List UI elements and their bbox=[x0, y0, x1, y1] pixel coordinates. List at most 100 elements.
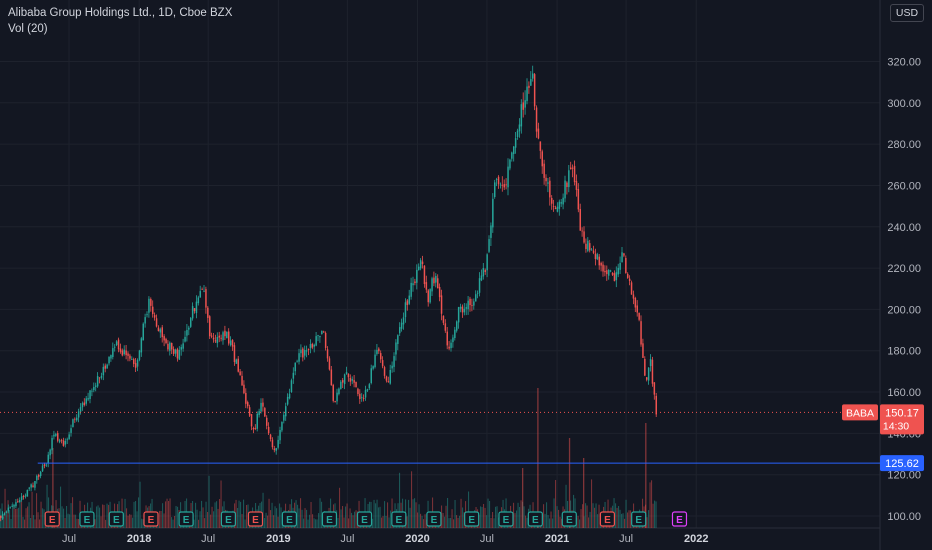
candle bbox=[108, 356, 110, 364]
volume-bar bbox=[520, 500, 522, 528]
candle bbox=[146, 314, 148, 316]
volume-bar bbox=[198, 519, 200, 528]
candle bbox=[309, 344, 312, 348]
candle bbox=[87, 398, 89, 400]
volume-bar bbox=[10, 519, 12, 528]
volume-bar bbox=[72, 497, 74, 528]
earnings-marker[interactable]: E bbox=[498, 511, 514, 527]
candle bbox=[326, 349, 329, 359]
candle bbox=[131, 359, 133, 360]
candle bbox=[153, 315, 156, 318]
candle bbox=[256, 413, 258, 429]
y-tick-label: 260.00 bbox=[887, 180, 921, 192]
candle bbox=[43, 464, 46, 466]
volume-bar bbox=[313, 518, 315, 528]
candle bbox=[125, 350, 127, 356]
volume-bar bbox=[489, 501, 491, 528]
earnings-marker[interactable]: E bbox=[391, 511, 407, 527]
earnings-marker[interactable]: E bbox=[561, 511, 577, 527]
candle bbox=[286, 396, 289, 405]
svg-text:E: E bbox=[252, 515, 259, 526]
volume-bar bbox=[547, 515, 549, 528]
volume-bar bbox=[525, 515, 527, 528]
candle bbox=[161, 327, 163, 338]
candle bbox=[342, 380, 344, 383]
volume-bar bbox=[628, 510, 630, 528]
volume-bar bbox=[262, 492, 264, 528]
volume-bar bbox=[30, 518, 32, 528]
volume-bar bbox=[196, 509, 198, 528]
volume-bar bbox=[216, 501, 218, 528]
earnings-marker[interactable]: E bbox=[426, 511, 442, 527]
volume-bar bbox=[208, 475, 210, 528]
earnings-marker[interactable]: E bbox=[44, 511, 60, 527]
candle bbox=[3, 512, 6, 516]
earnings-marker[interactable]: E bbox=[178, 511, 194, 527]
candle bbox=[214, 340, 217, 342]
volume-indicator-label[interactable]: Vol (20) bbox=[8, 23, 48, 35]
volume-bar bbox=[412, 499, 414, 528]
volume-bar bbox=[495, 506, 497, 528]
candle bbox=[549, 180, 551, 198]
candle bbox=[222, 332, 224, 341]
svg-text:E: E bbox=[503, 515, 510, 526]
earnings-marker[interactable]: E bbox=[599, 511, 616, 527]
volume-bar bbox=[415, 502, 417, 528]
candle bbox=[41, 465, 44, 472]
candle bbox=[395, 342, 397, 355]
candle bbox=[83, 402, 86, 405]
earnings-marker[interactable]: E bbox=[464, 511, 480, 527]
candle bbox=[471, 305, 473, 306]
volume-bar bbox=[385, 516, 387, 528]
candle bbox=[231, 339, 234, 347]
earnings-marker[interactable]: E bbox=[321, 511, 338, 527]
x-tick-label: Jul bbox=[480, 533, 494, 545]
volume-bar bbox=[105, 519, 107, 528]
candle bbox=[338, 388, 340, 394]
candle bbox=[298, 353, 300, 362]
candle bbox=[127, 353, 129, 356]
earnings-marker[interactable]: E bbox=[527, 511, 543, 527]
candle bbox=[178, 350, 181, 360]
svg-text:E: E bbox=[566, 515, 573, 526]
volume-bar bbox=[580, 509, 582, 528]
earnings-marker[interactable]: E bbox=[671, 511, 688, 527]
earnings-marker[interactable]: E bbox=[281, 511, 298, 527]
currency-button[interactable]: USD bbox=[890, 4, 924, 22]
volume-bar bbox=[558, 509, 560, 528]
volume-bar bbox=[565, 484, 567, 528]
candle bbox=[191, 306, 194, 319]
volume-bar bbox=[588, 517, 590, 528]
volume-bar bbox=[312, 514, 314, 528]
earnings-marker[interactable]: E bbox=[220, 511, 236, 527]
candle bbox=[649, 359, 652, 366]
volume-bar bbox=[441, 505, 443, 528]
earnings-marker[interactable]: E bbox=[79, 511, 95, 527]
candle bbox=[34, 481, 36, 488]
volume-bar bbox=[12, 502, 14, 528]
candle bbox=[19, 500, 21, 503]
earnings-marker[interactable]: E bbox=[631, 511, 647, 527]
volume-bar bbox=[135, 501, 137, 528]
volume-bar bbox=[277, 516, 279, 528]
candle bbox=[300, 349, 302, 354]
earnings-marker[interactable]: E bbox=[356, 511, 373, 527]
volume-bar bbox=[568, 438, 571, 528]
volume-bar bbox=[219, 499, 221, 528]
earnings-marker[interactable]: E bbox=[108, 511, 124, 527]
candle bbox=[608, 270, 610, 276]
candle bbox=[499, 184, 502, 186]
symbol-title[interactable]: Alibaba Group Holdings Ltd., 1D, Cboe BZ… bbox=[8, 7, 233, 19]
x-tick-label: Jul bbox=[62, 533, 76, 545]
candle bbox=[423, 265, 426, 284]
volume-bar bbox=[270, 510, 272, 528]
earnings-marker[interactable]: E bbox=[143, 511, 159, 527]
candle bbox=[461, 306, 464, 313]
y-tick-label: 120.00 bbox=[887, 470, 921, 482]
volume-bar bbox=[645, 423, 647, 528]
volume-bar bbox=[301, 509, 303, 528]
earnings-marker[interactable]: E bbox=[247, 511, 264, 527]
volume-bar bbox=[462, 507, 464, 528]
volume-bar bbox=[448, 518, 450, 528]
